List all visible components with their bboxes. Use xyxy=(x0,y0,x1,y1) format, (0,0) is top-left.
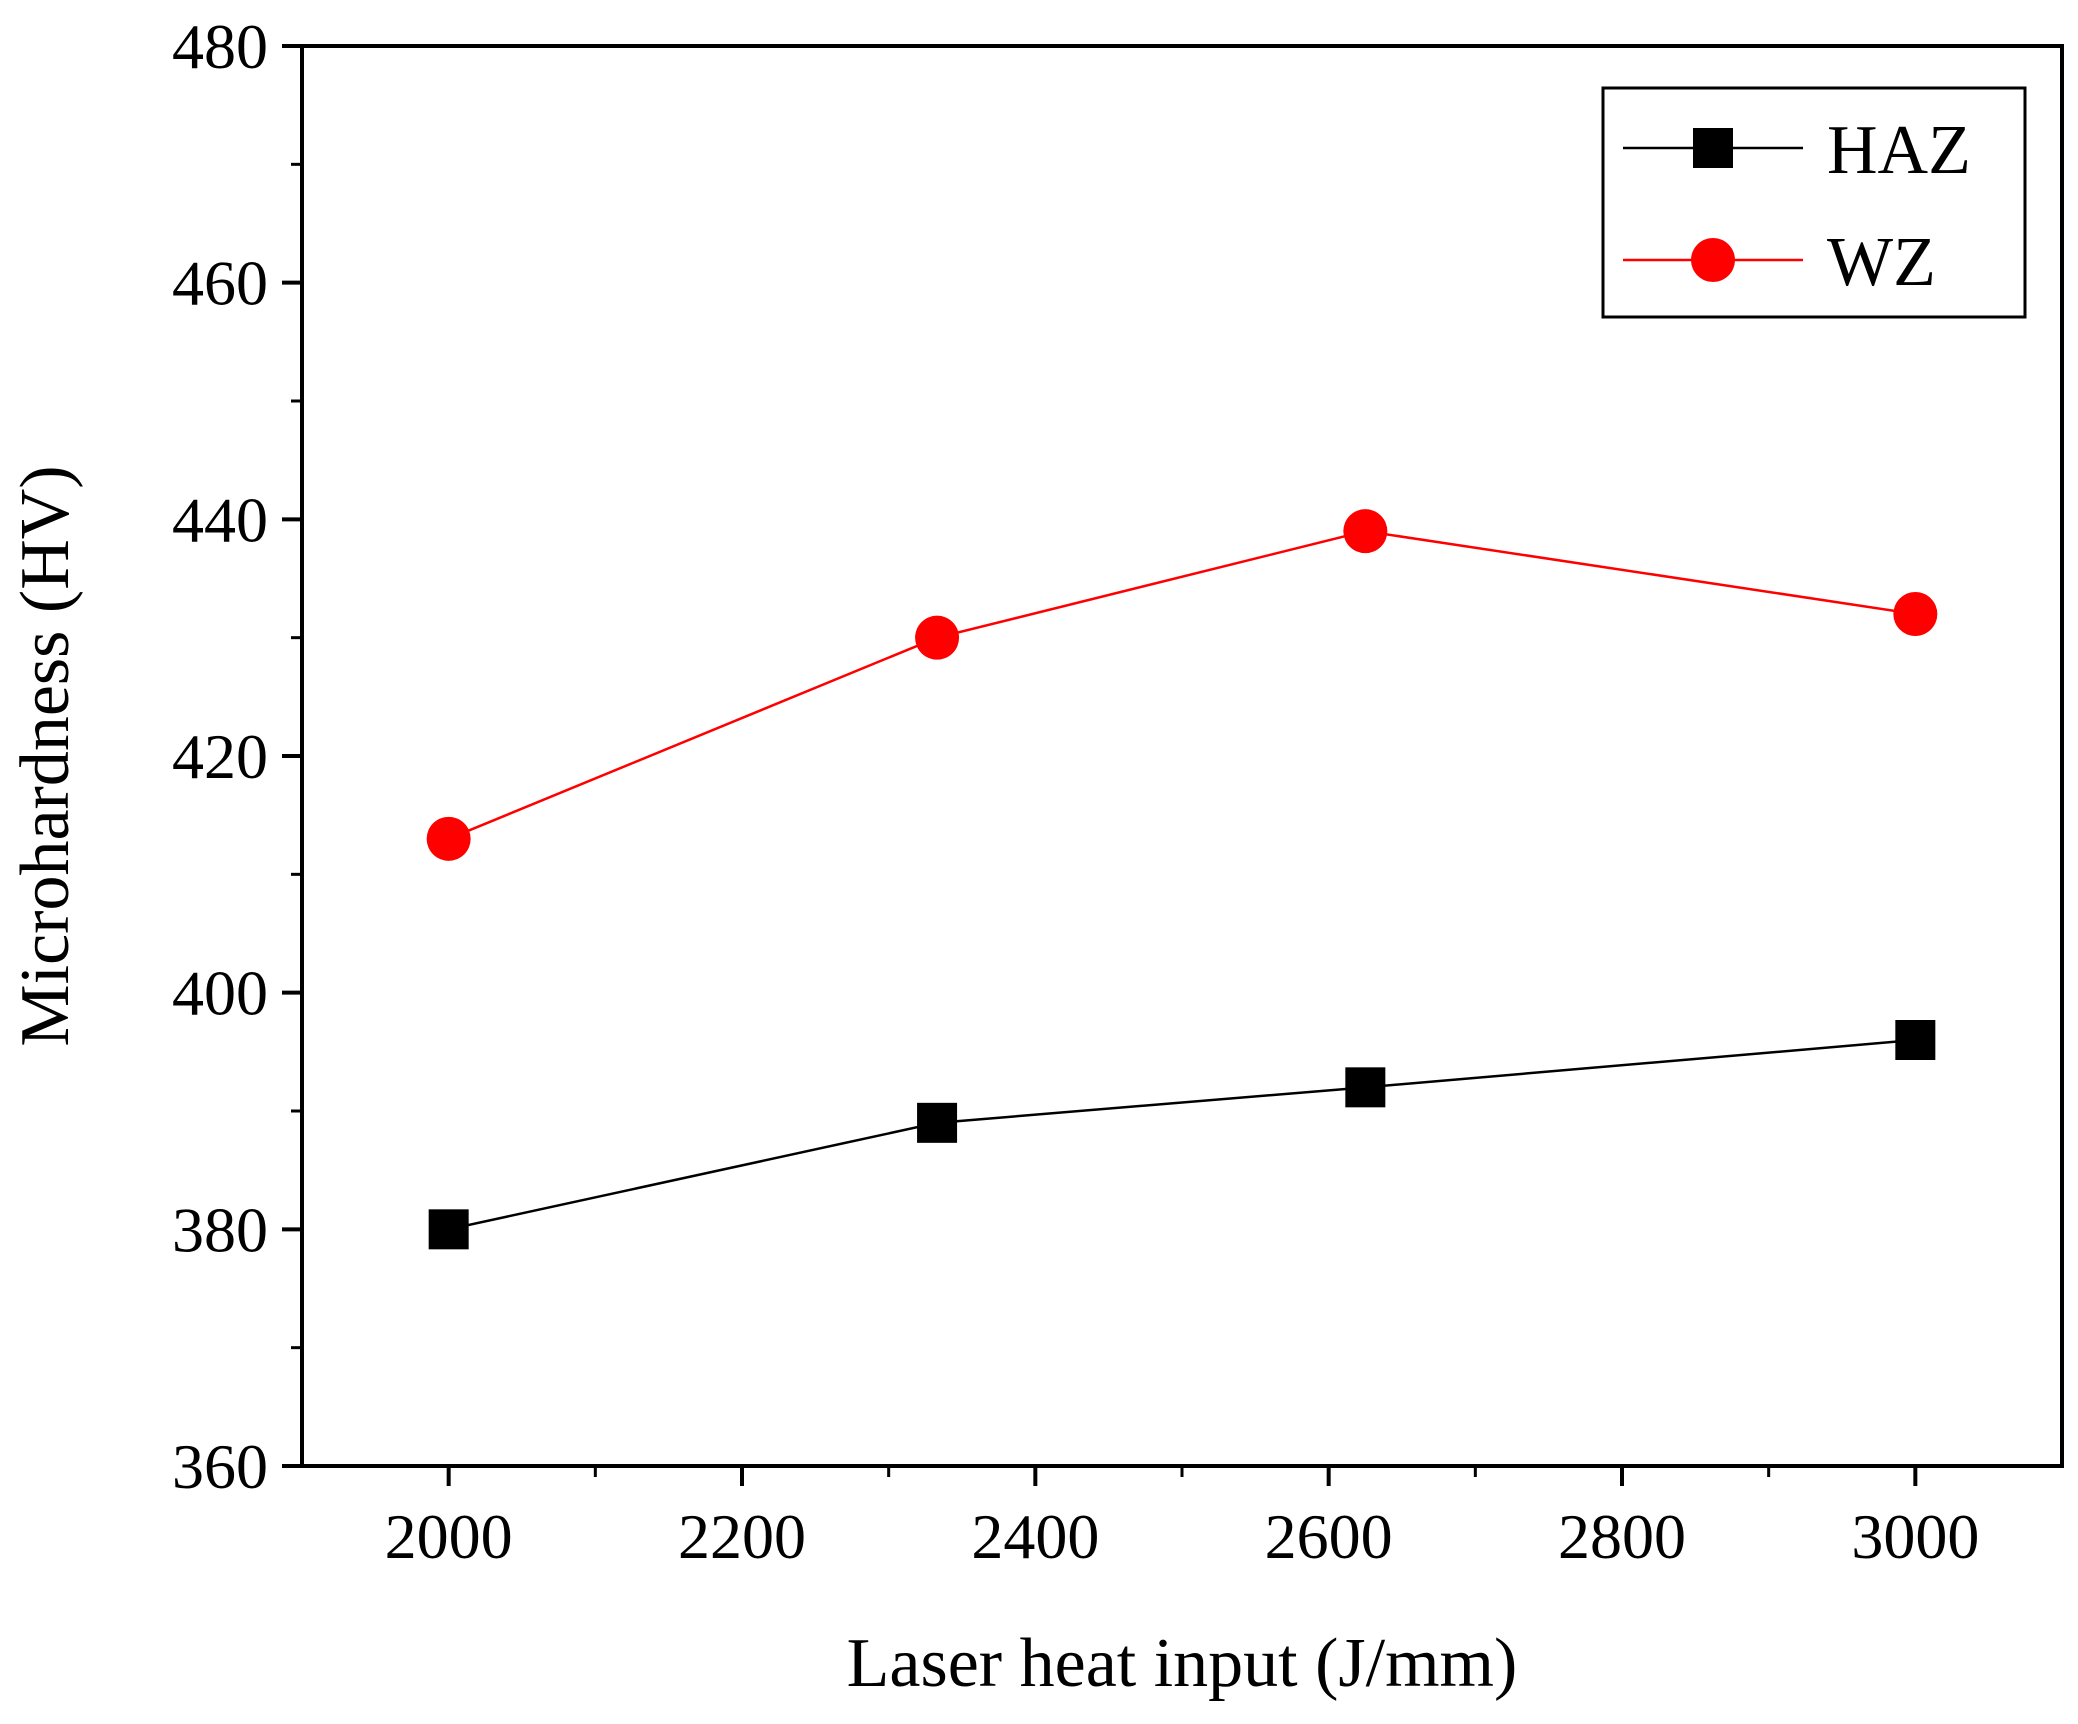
data-point-wz xyxy=(1343,509,1388,554)
legend-label: HAZ xyxy=(1827,112,1971,189)
legend-label: WZ xyxy=(1827,224,1936,301)
plot-frame xyxy=(300,44,2064,1468)
x-tick-label: 2000 xyxy=(385,1501,513,1572)
y-tick-label: 400 xyxy=(172,958,268,1029)
legend-item-haz: HAZ xyxy=(1623,112,1971,189)
x-tick-label: 2400 xyxy=(971,1501,1099,1572)
y-tick-label: 480 xyxy=(172,11,268,82)
data-point-haz xyxy=(1895,1020,1936,1060)
y-axis-title: Microhardness (HV) xyxy=(7,465,84,1046)
legend-marker-circle xyxy=(1691,238,1735,282)
data-point-haz xyxy=(917,1102,958,1143)
data-point-wz xyxy=(426,816,471,861)
y-tick-label: 360 xyxy=(172,1431,268,1502)
series-wz xyxy=(426,509,1938,861)
series-line-haz xyxy=(448,1038,1916,1231)
x-tick-label: 2800 xyxy=(1558,1501,1686,1572)
data-point-haz xyxy=(1345,1067,1386,1108)
y-tick-label: 420 xyxy=(172,721,268,792)
series-line-wz xyxy=(448,529,1916,840)
x-tick-label: 2200 xyxy=(678,1501,806,1572)
legend: HAZ WZ xyxy=(1601,86,2027,319)
legend-box xyxy=(1601,86,2027,319)
x-tick-label: 3000 xyxy=(1851,1501,1979,1572)
data-point-haz xyxy=(428,1209,469,1250)
y-tick-label: 460 xyxy=(172,248,268,319)
series-layer xyxy=(426,509,1938,1250)
legend-item-wz: WZ xyxy=(1623,224,1936,301)
axis-ticks: 2000 2200 2400 2600 2800 3000 360 380 400 420 440 4… xyxy=(172,11,1979,1572)
legend-marker-square xyxy=(1693,128,1733,168)
y-tick-label: 380 xyxy=(172,1194,268,1265)
x-tick-label: 2600 xyxy=(1265,1501,1393,1572)
x-axis-title: Laser heat input (J/mm) xyxy=(847,1625,1518,1702)
y-tick-label: 440 xyxy=(172,484,268,555)
series-haz xyxy=(428,1020,1936,1250)
data-point-wz xyxy=(1893,592,1938,636)
data-point-wz xyxy=(915,615,960,660)
